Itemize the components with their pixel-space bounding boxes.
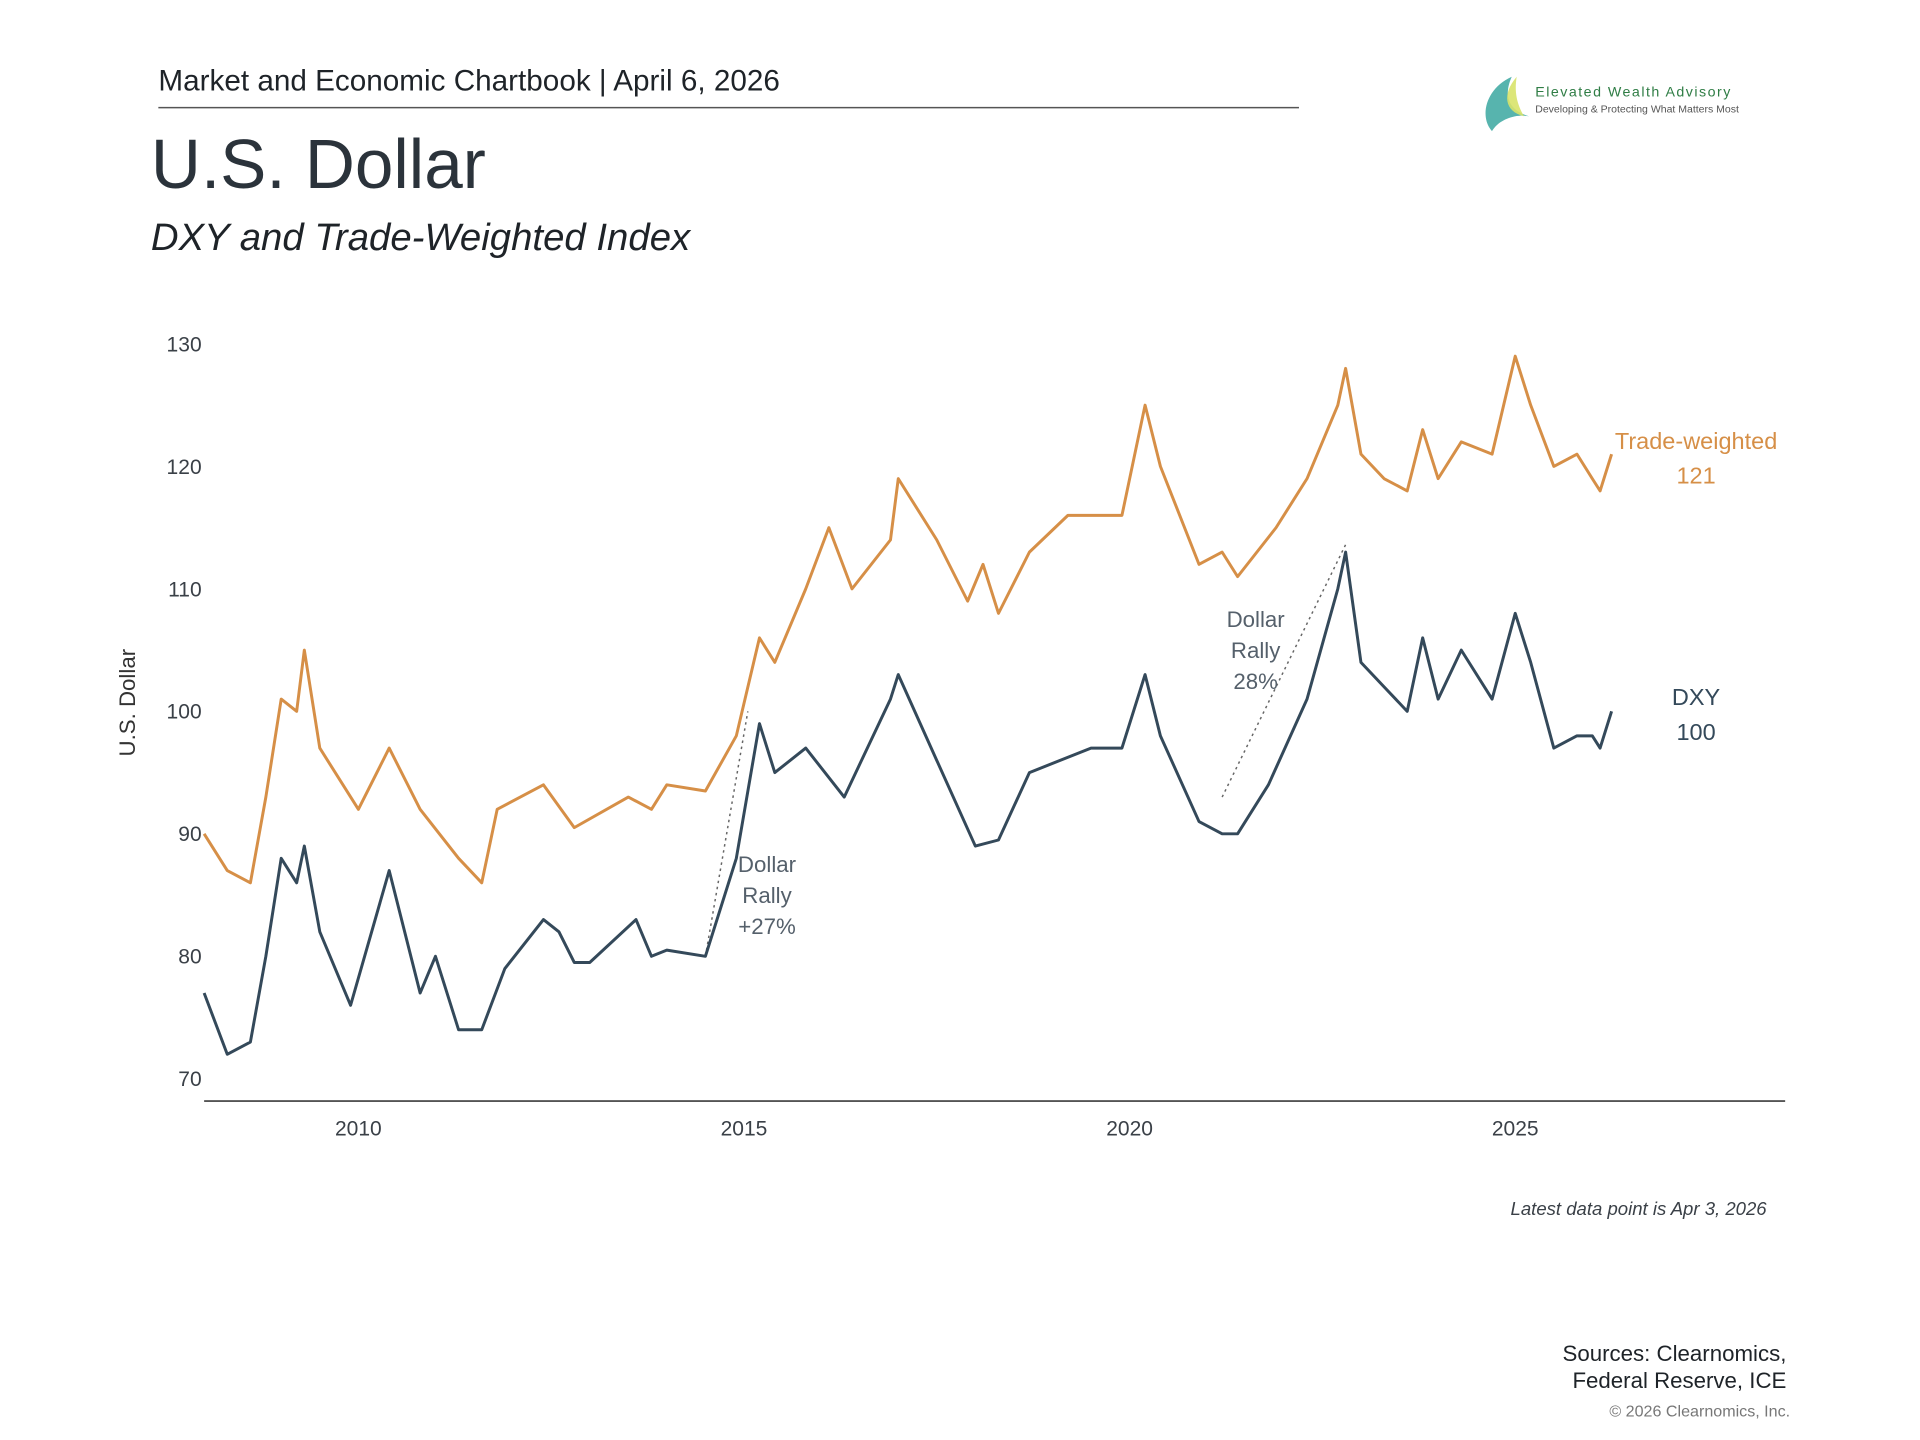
- y-axis-ticks: 70 80 90 100 110 120 130: [167, 333, 202, 1091]
- rally-annotation-text: Dollar: [1227, 607, 1286, 632]
- series-label: DXY: [1672, 684, 1721, 710]
- y-tick-label: 100: [167, 701, 202, 724]
- page-subtitle: DXY and Trade-Weighted Index: [151, 216, 692, 259]
- logo-tagline: Developing & Protecting What Matters Mos…: [1535, 104, 1739, 116]
- series-labels: Trade-weighted 121 DXY 100: [1615, 428, 1777, 745]
- rally-annotation-text: +27%: [738, 914, 796, 939]
- x-axis-ticks: 2010 2015 2020 2025: [335, 1118, 1539, 1141]
- y-tick-label: 90: [178, 823, 201, 846]
- latest-data-note: Latest data point is Apr 3, 2026: [1511, 1198, 1768, 1219]
- annotations: Dollar Rally +27% Dollar Rally 28%: [704, 544, 1347, 957]
- rally-dotted-line: [704, 711, 749, 957]
- series-line-dxy: [202, 550, 1614, 1056]
- chartbook-header: Market and Economic Chartbook | April 6,…: [158, 64, 780, 97]
- rally-annotation-text: 28%: [1233, 669, 1278, 694]
- rally-annotation-text: Dollar: [738, 852, 797, 877]
- series-lines: [202, 354, 1614, 1056]
- series-label: Trade-weighted: [1615, 428, 1777, 454]
- sources-line-1: Sources: Clearnomics,: [1563, 1341, 1787, 1366]
- logo: Elevated Wealth Advisory Developing & Pr…: [1485, 76, 1739, 132]
- y-tick-label: 120: [167, 456, 202, 479]
- logo-leaf-icon: [1485, 76, 1530, 132]
- copyright: © 2026 Clearnomics, Inc.: [1609, 1402, 1790, 1420]
- y-tick-label: 130: [167, 333, 202, 356]
- series-last-value: 121: [1676, 463, 1715, 489]
- series-last-value: 100: [1676, 719, 1715, 745]
- y-axis-label: U.S. Dollar: [115, 648, 140, 756]
- x-tick-label: 2010: [335, 1118, 382, 1141]
- x-tick-label: 2025: [1492, 1118, 1539, 1141]
- page-title: U.S. Dollar: [151, 125, 486, 203]
- logo-name: Elevated Wealth Advisory: [1535, 84, 1732, 100]
- y-tick-label: 80: [178, 946, 201, 969]
- x-tick-label: 2015: [721, 1118, 768, 1141]
- y-tick-label: 110: [168, 578, 202, 601]
- x-tick-label: 2020: [1106, 1118, 1153, 1141]
- series-line-trade-weighted: [202, 354, 1614, 885]
- rally-annotation-text: Rally: [742, 883, 792, 908]
- y-tick-label: 70: [178, 1068, 201, 1091]
- sources-line-2: Federal Reserve, ICE: [1572, 1368, 1786, 1393]
- rally-annotation-text: Rally: [1231, 638, 1281, 663]
